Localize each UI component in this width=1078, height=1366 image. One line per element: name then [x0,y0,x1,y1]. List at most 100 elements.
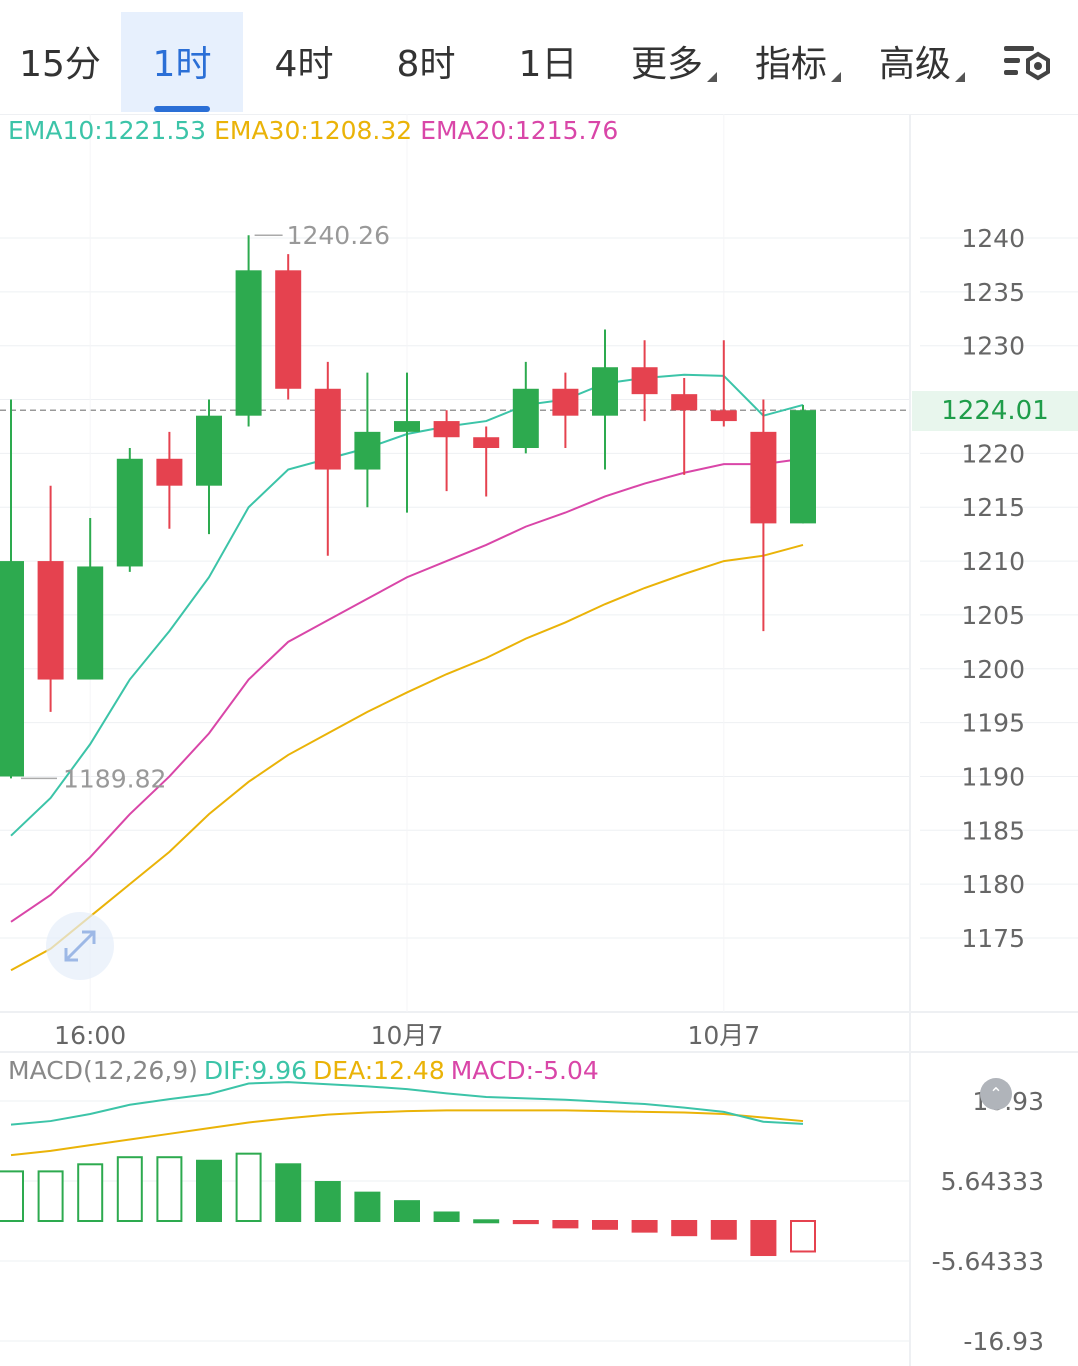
candle [592,329,618,470]
candle [631,340,658,422]
tab-4h[interactable]: 4时 [243,12,365,112]
candle-body [592,367,618,416]
candle-body [394,421,420,432]
time-tick-label: 10月7 [371,1021,444,1050]
candle-body [0,561,24,777]
price-tick-label: 1190 [961,762,1025,791]
ema30-legend: EMA30:1208.32 [214,116,413,145]
tab-label: 更多 [630,44,703,85]
tab-8h[interactable]: 8时 [365,12,487,112]
macd-bar [433,1211,460,1222]
grid-lines [0,114,1078,1366]
tab-15m[interactable]: 15分 [0,12,120,112]
candle [433,410,460,492]
macd-title: MACD(12,26,9) [8,1056,198,1085]
price-tick-label: 1215 [961,493,1025,522]
candle [512,361,539,454]
price-tick-label: 1210 [961,547,1025,576]
tab-more[interactable]: 更多 [612,12,736,112]
candle-body [750,431,777,524]
candle [37,485,64,712]
candle [77,518,104,680]
candle-body [156,458,183,486]
candle-body [671,394,698,411]
macd-tick-label: -16.93 [963,1327,1044,1356]
time-axis: 16:00 10月7 10月7 [54,1021,760,1050]
fullscreen-button[interactable] [46,912,114,980]
candle-body [512,388,539,448]
candle [671,378,698,475]
tab-advanced[interactable]: 高级 [860,12,984,112]
price-tick-label: 1240 [961,224,1025,253]
macd-bar [116,1156,143,1222]
chart-settings-button[interactable] [1000,40,1056,88]
tab-label: 8时 [396,44,456,85]
dropdown-corner-icon [955,72,965,82]
candle [314,361,341,556]
candle [0,399,24,779]
macd-bar [473,1219,500,1224]
tab-label: 高级 [878,44,951,85]
candle [552,372,579,448]
macd-bar [77,1163,104,1222]
expand-arrows-icon [64,930,96,962]
time-tick-label: 10月7 [687,1021,760,1050]
macd-tick-label: 5.64333 [941,1167,1044,1196]
ema20-legend: EMA20:1215.76 [420,116,619,145]
macd-bar [275,1163,302,1222]
extreme-markers: 1240.26 1189.82 [21,221,390,793]
candle [354,372,381,508]
candle [473,426,500,497]
candle [750,399,777,632]
indicator-toggle-button[interactable]: ⌃ [980,1078,1012,1110]
time-tick-label: 16:00 [54,1021,126,1050]
candle-body [433,421,460,438]
k-icon: ⌃ [989,1084,1003,1103]
candle [235,235,262,427]
candle-body [116,458,143,567]
candle [156,431,183,529]
price-tick-label: 1230 [961,332,1025,361]
macd-legend: MACD(12,26,9) DIF:9.96 DEA:12.48 MACD:-5.04 [8,1056,605,1085]
price-axis: 1240 1235 1230 1220 1215 1210 1205 1200 1195 1190… [961,224,1025,953]
macd-bar [0,1170,24,1222]
current-price-tag: 1224.01 [912,391,1078,431]
tab-1d[interactable]: 1日 [487,12,609,112]
candle-body [790,410,816,524]
tab-1h[interactable]: 1时 [121,12,243,112]
dif-line [10,1081,804,1126]
candle-body [552,388,579,416]
candle-body [354,431,381,470]
macd-bar [235,1152,262,1223]
macd-bar [552,1220,579,1229]
macd-bar [750,1220,777,1257]
dropdown-corner-icon [831,72,841,82]
dif-legend: DIF:9.96 [203,1056,308,1085]
macd-bar [790,1220,816,1253]
macd-panel: 16.935.64333-5.64333-16.93 [0,1081,1044,1356]
candle-body [235,270,262,416]
dropdown-corner-icon [707,72,717,82]
price-tick-label: 1235 [961,278,1025,307]
macd-bar [592,1220,618,1230]
candle [116,448,143,572]
tab-label: 4时 [274,44,334,85]
candle [790,404,816,524]
ema30-line [10,543,804,972]
candle-body [77,566,104,680]
ema10-legend: EMA10:1221.53 [8,116,207,145]
candle-body [275,270,302,389]
macd-bar [196,1159,222,1223]
tab-indicators[interactable]: 指标 [736,12,860,112]
dea-legend: DEA:12.48 [313,1056,445,1085]
price-tick-label: 1180 [961,870,1025,899]
price-tick-label: 1205 [961,601,1025,630]
macd-bar [394,1200,420,1222]
price-tick-label: 1200 [961,655,1025,684]
macd-bar [512,1220,539,1225]
tab-label: 1时 [152,44,212,85]
ema-legend: EMA10:1221.53 EMA30:1208.32 EMA20:1215.76 [8,116,626,145]
price-tick-label: 1175 [961,924,1025,953]
chart-settings-icon [1004,46,1050,81]
